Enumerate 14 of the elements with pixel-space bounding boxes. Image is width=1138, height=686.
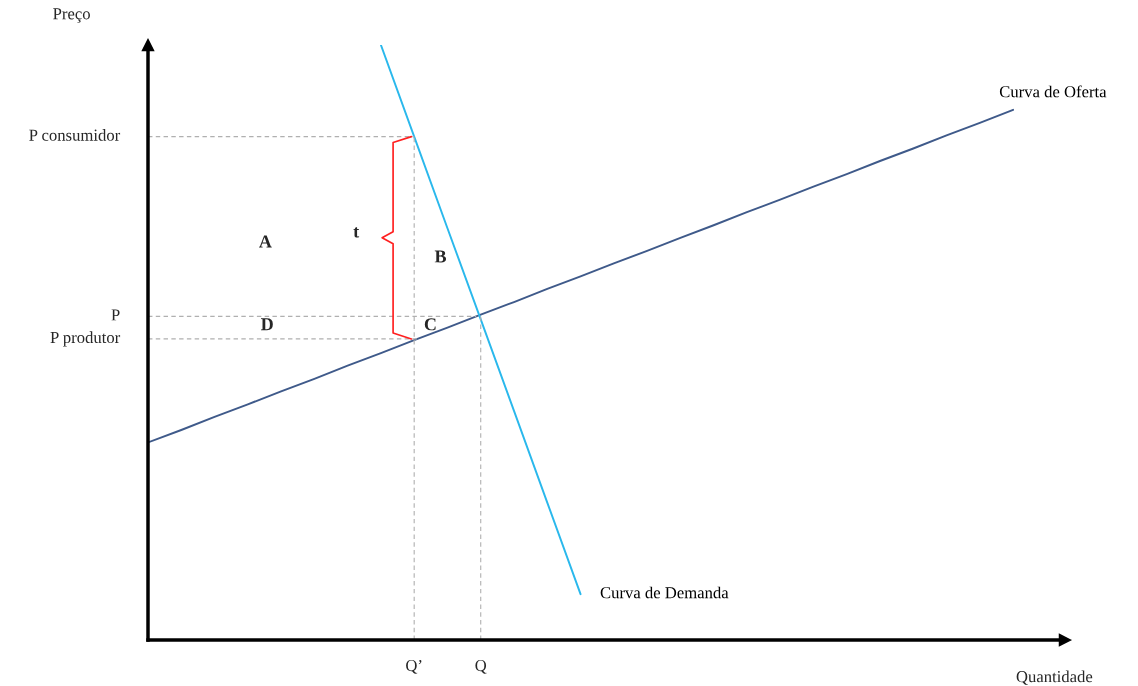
annotation: D: [261, 318, 273, 331]
x-tick-label: Q’: [406, 659, 422, 674]
series-label: Curva de Demanda: [600, 586, 729, 599]
annotation: t: [353, 227, 360, 238]
ref-line-label: P consumidor: [29, 129, 121, 141]
annotation: A: [259, 235, 272, 248]
annotation: C: [424, 318, 436, 331]
x-axis-title: Quantidade: [1016, 670, 1093, 685]
series-label: Curva de Oferta: [999, 85, 1107, 98]
x-tick-label: Q: [475, 659, 487, 674]
y-axis-title: Preço: [53, 8, 90, 23]
ref-line-label: P produtor: [50, 331, 121, 347]
annotation: B: [434, 250, 447, 263]
ref-line-label: P: [111, 309, 120, 321]
